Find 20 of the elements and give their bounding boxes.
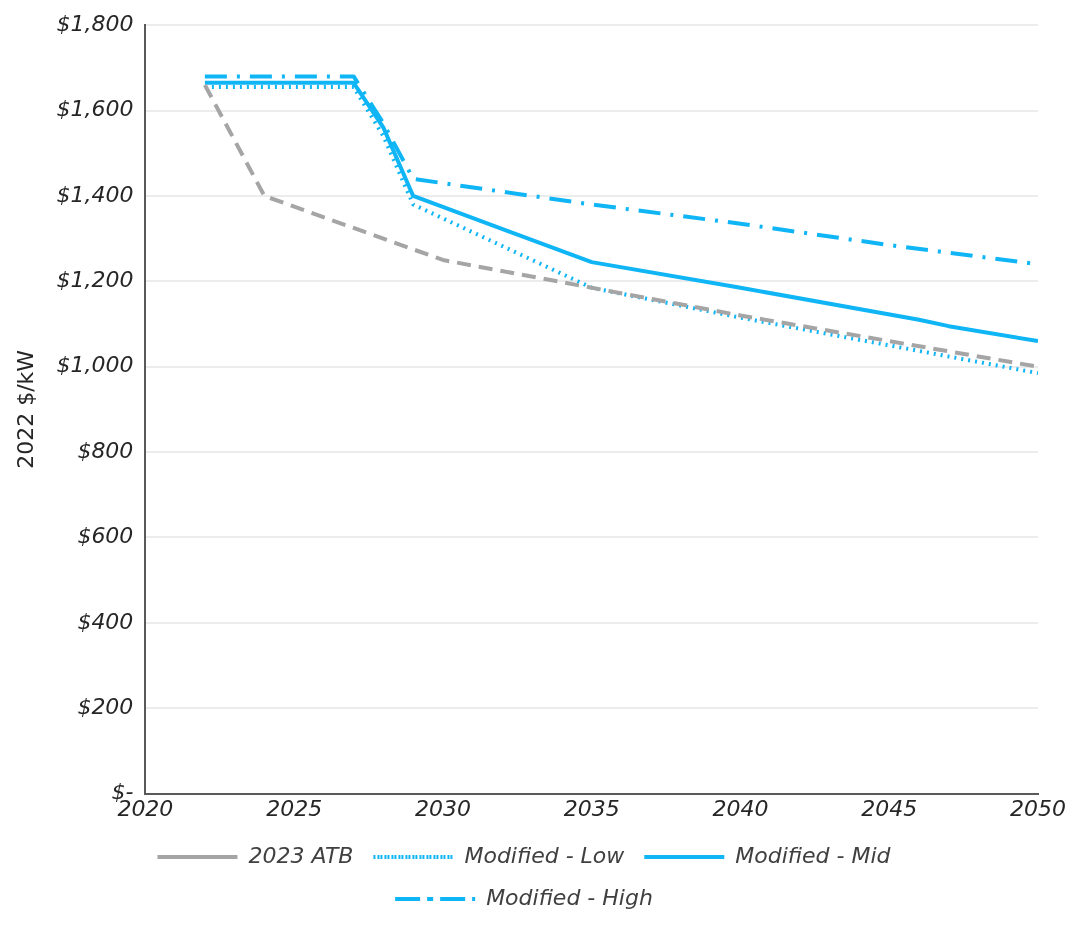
y-tick-label: $1,400 [56, 181, 134, 207]
legend-label: Modified - High [486, 884, 653, 910]
x-tick-label: 2025 [266, 795, 323, 821]
y-tick-label: $200 [77, 693, 134, 719]
legend-label: Modified - Mid [735, 842, 892, 868]
x-tick-label: 2035 [563, 795, 620, 821]
y-tick-label: $1,800 [56, 10, 134, 36]
x-tick-label: 2030 [414, 795, 471, 821]
x-tick-label: 2050 [1010, 795, 1066, 821]
legend-label: Modified - Low [464, 842, 626, 868]
y-tick-label: $600 [77, 523, 134, 549]
y-tick-label: $1,000 [56, 352, 134, 378]
y-tick-label: $1,600 [56, 96, 134, 122]
legend-label: 2023 ATB [248, 842, 354, 868]
y-tick-label: $400 [77, 608, 134, 634]
x-tick-label: 2040 [712, 795, 769, 821]
y-tick-label: $1,200 [56, 267, 134, 293]
x-tick-label: 2045 [861, 795, 918, 821]
y-tick-label: $800 [77, 437, 134, 463]
y-axis-title: 2022 $/kW [12, 349, 38, 469]
